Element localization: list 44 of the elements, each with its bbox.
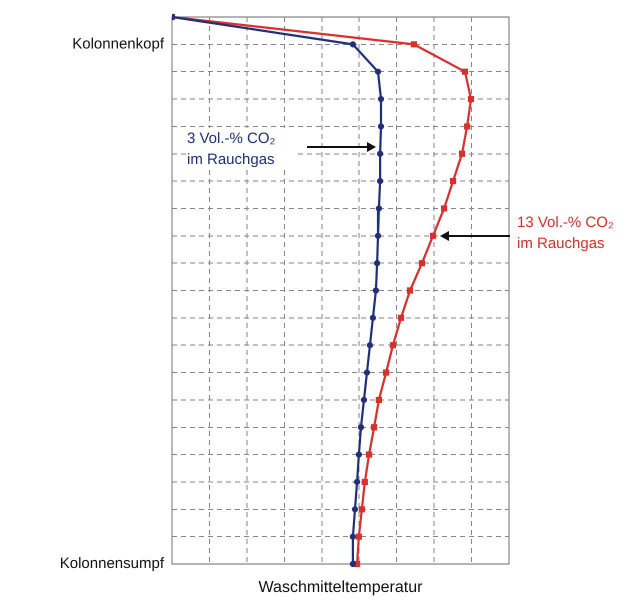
point [350,41,356,48]
point [398,314,404,321]
point [366,342,374,348]
point [352,506,358,512]
point [390,342,396,348]
point [374,232,382,239]
point [376,205,382,212]
y-tick-label: Kolonnensumpf [60,555,165,572]
point [366,452,372,458]
point [377,178,384,184]
y-tick-label: Kolonnenkopf [72,35,165,52]
point [383,369,390,376]
point [430,232,436,239]
point [468,96,474,102]
point [376,396,382,403]
point [410,41,417,48]
point [372,287,380,294]
x-axis-title: Waschmitteltemperatur [258,578,424,596]
point [377,150,384,157]
point [378,123,384,130]
point [358,424,364,430]
point [406,287,414,294]
point [371,424,378,430]
point [462,68,468,75]
point [370,314,376,321]
point [458,150,466,157]
point [441,205,448,212]
text: 3 Vol.-% CO₂ im Rauchgas [187,128,295,170]
point [374,260,380,266]
point [362,478,368,486]
point [364,369,370,376]
point [464,123,470,130]
point [418,260,426,266]
point [354,478,360,486]
point [356,452,362,458]
point [350,560,356,568]
point [360,396,368,403]
point [358,506,365,512]
point [450,178,456,184]
point [356,534,362,540]
point [350,534,356,540]
point [378,96,384,102]
point [374,68,382,75]
text: 13 Vol.-% CO₂ im Rauchgas [517,212,623,254]
